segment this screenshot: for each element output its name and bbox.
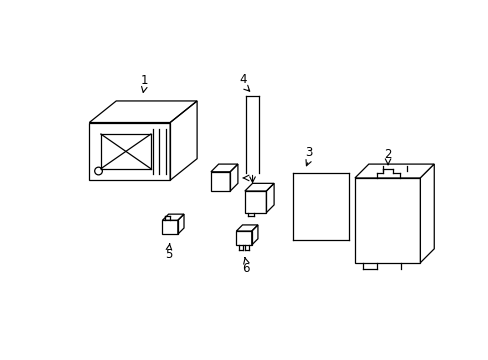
Text: 5: 5 (164, 248, 172, 261)
Text: 6: 6 (242, 262, 249, 275)
Polygon shape (420, 164, 433, 263)
Text: 4: 4 (239, 73, 246, 86)
Text: 1: 1 (140, 74, 147, 87)
Polygon shape (354, 178, 420, 263)
Text: 3: 3 (305, 146, 312, 159)
Polygon shape (354, 164, 433, 178)
Text: 2: 2 (384, 148, 391, 161)
